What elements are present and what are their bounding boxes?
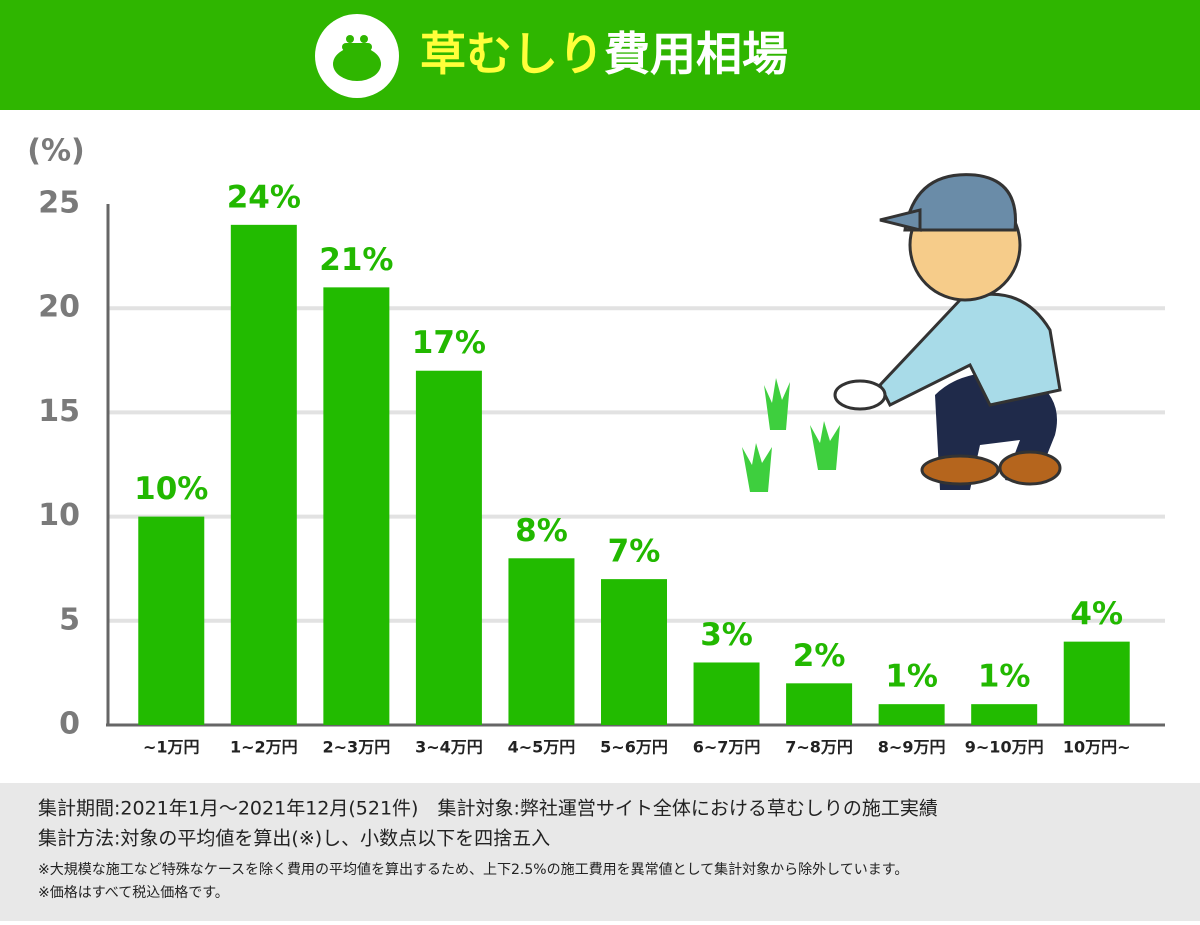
- value-label: 1%: [885, 659, 938, 695]
- value-label: 7%: [608, 534, 661, 570]
- note-method: 集計方法:対象の平均値を算出(※)し、小数点以下を四捨五入: [38, 828, 550, 850]
- bar: [1063, 641, 1130, 725]
- value-label: 8%: [515, 513, 568, 549]
- x-tick-label: 6~7万円: [693, 738, 761, 757]
- purse-icon: [333, 35, 381, 81]
- bar: [508, 558, 575, 725]
- y-tick-label: 15: [38, 394, 80, 429]
- y-axis-label: (%): [27, 134, 84, 169]
- value-label: 21%: [319, 242, 393, 278]
- bar: [415, 370, 482, 725]
- x-tick-label: ~1万円: [143, 738, 200, 757]
- x-tick-label: 8~9万円: [878, 738, 946, 757]
- x-tick-label: 5~6万円: [600, 738, 668, 757]
- note-exclusion: ※大規模な施工など特殊なケースを除く費用の平均値を算出するため、上下2.5%の施…: [38, 861, 908, 878]
- y-tick-label: 0: [59, 707, 80, 742]
- title-rest: 費用相場: [604, 27, 788, 81]
- footer-box: [0, 783, 1200, 921]
- value-label: 10%: [134, 471, 208, 507]
- value-label: 4%: [1070, 596, 1123, 632]
- bar: [323, 287, 390, 725]
- x-tick-label: 3~4万円: [415, 738, 483, 757]
- note-period: 集計期間:2021年1月～2021年12月(521件) 集計対象:弊社運営サイト…: [38, 798, 938, 820]
- bar: [138, 516, 205, 725]
- bar: [230, 224, 297, 725]
- y-tick-label: 10: [38, 498, 80, 533]
- value-label: 2%: [793, 638, 846, 674]
- x-tick-label: 2~3万円: [323, 738, 391, 757]
- value-label: 1%: [978, 659, 1031, 695]
- x-tick-label: 1~2万円: [230, 738, 298, 757]
- y-tick-label: 25: [38, 186, 80, 221]
- bar: [601, 579, 667, 725]
- x-tick-label: 10万円~: [1063, 738, 1131, 757]
- illustration: [742, 173, 1062, 492]
- value-label: 3%: [700, 617, 753, 653]
- header-bar: [0, 0, 1200, 110]
- bar: [971, 704, 1038, 725]
- x-tick-label: 7~8万円: [785, 738, 853, 757]
- bar: [786, 683, 853, 725]
- chart-title: 草むしり費用相場: [420, 27, 788, 81]
- note-tax: ※価格はすべて税込価格です。: [38, 885, 229, 901]
- bar: [693, 662, 760, 725]
- bar: [878, 704, 945, 725]
- x-tick-label: 9~10万円: [965, 738, 1044, 757]
- title-highlight: 草むしり: [420, 27, 604, 81]
- x-tick-label: 4~5万円: [508, 738, 576, 757]
- value-label: 17%: [412, 325, 486, 361]
- value-label: 24%: [227, 179, 301, 215]
- y-tick-label: 20: [38, 290, 80, 325]
- y-tick-label: 5: [59, 602, 80, 637]
